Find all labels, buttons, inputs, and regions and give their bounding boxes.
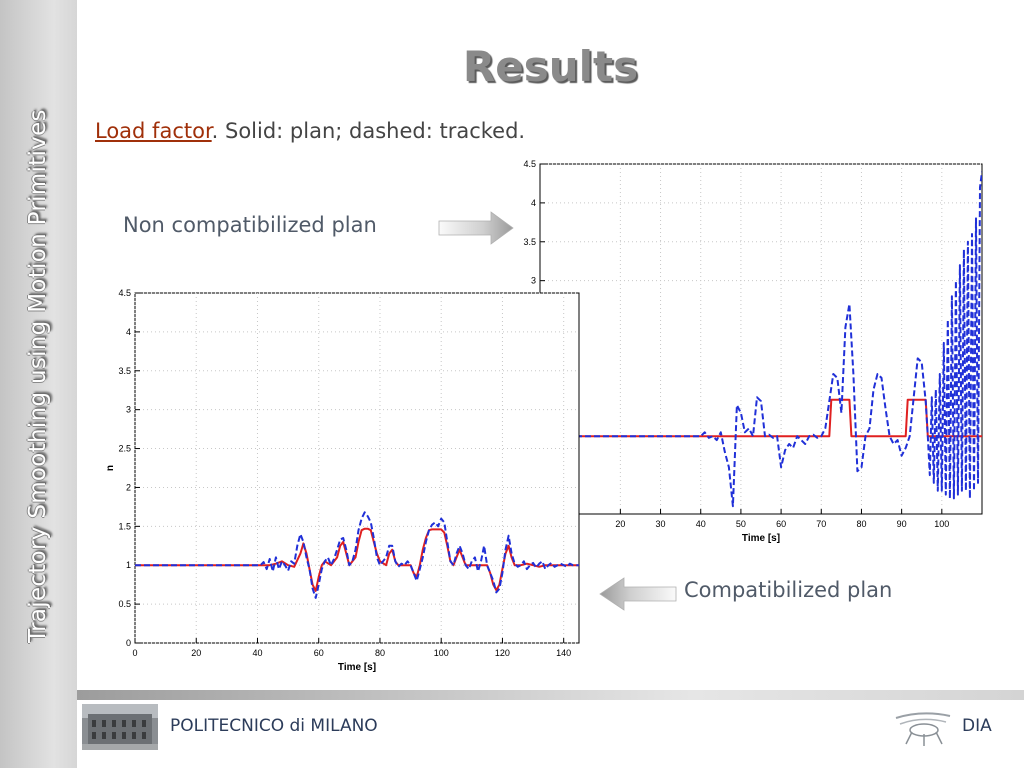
- tick-label-x: 90: [897, 519, 907, 529]
- tick-label-x: 60: [776, 519, 786, 529]
- tick-label-x: 20: [191, 648, 201, 658]
- tick-label-y: 2.5: [118, 444, 131, 454]
- tick-label-x: 0: [132, 648, 137, 658]
- tick-label-y: 0: [126, 638, 131, 648]
- sidebar-band: Trajectory Smoothing using Motion Primit…: [0, 0, 77, 768]
- presentation-title-vertical: Trajectory Smoothing using Motion Primit…: [25, 109, 51, 643]
- tick-label-x: 20: [615, 519, 625, 529]
- tick-label-y: 1: [126, 560, 131, 570]
- tick-label-y: 4: [531, 198, 536, 208]
- series-tracked-line: [540, 171, 982, 508]
- axis-label-x: Time [s]: [338, 662, 376, 673]
- tick-label-x: 100: [934, 519, 949, 529]
- tick-label-y: 3.5: [523, 237, 536, 247]
- series-plan-line: [135, 527, 579, 592]
- plot-area: [134, 292, 580, 644]
- arrow-left-icon: [599, 577, 677, 611]
- tick-label-x: 40: [252, 648, 262, 658]
- tick-label-x: 80: [856, 519, 866, 529]
- tick-label-y: 4.5: [118, 288, 131, 298]
- axis-label-x: Time [s]: [742, 533, 780, 543]
- tick-label-x: 30: [656, 519, 666, 529]
- chart-non-compatibilized: 20 30 40 50 60 70 80 90 100 3 3.5 4 4.5 Time [s]: [523, 159, 983, 543]
- plot-area: [539, 163, 983, 515]
- tick-label-x: 50: [736, 519, 746, 529]
- tick-label-y: 4: [126, 327, 131, 337]
- subtitle-accent: Load factor: [95, 119, 212, 143]
- tick-label-y: 2: [126, 482, 131, 492]
- footer-institution: POLITECNICO di MILANO: [170, 716, 378, 736]
- grid: [540, 163, 982, 514]
- tick-label-y: 3.5: [118, 366, 131, 376]
- slide-subtitle: Load factor. Solid: plan; dashed: tracke…: [95, 119, 525, 143]
- arrow-right-icon: [438, 211, 514, 245]
- subtitle-rest: . Solid: plan; dashed: tracked.: [211, 119, 526, 143]
- tick-label-x: 70: [816, 519, 826, 529]
- tick-label-y: 3: [126, 405, 131, 415]
- footer-department: DIA: [962, 716, 992, 736]
- tick-label-y: 0.5: [118, 599, 131, 609]
- tick-label-y: 3: [531, 276, 536, 286]
- tick-label-y: 4.5: [523, 159, 536, 169]
- series-tracked-line: [135, 511, 579, 599]
- tick-label-x: 60: [314, 648, 324, 658]
- chart-compatibilized: 0 20 40 60 80 100 120 140 0 0.5 1 1.5 2 2.5 3 3.5 4 4.5 Ti…: [105, 288, 580, 673]
- axis-label-y: n: [105, 465, 116, 471]
- tick-label-x: 120: [495, 648, 510, 658]
- footer-bar: [77, 690, 1024, 700]
- callout-non-compatibilized: Non compatibilized plan: [123, 213, 377, 237]
- tick-label-x: 100: [434, 648, 449, 658]
- tick-label-x: 140: [556, 648, 571, 658]
- building-photo-icon: [82, 704, 158, 750]
- callout-compatibilized: Compatibilized plan: [684, 578, 893, 602]
- helicopter-logo-icon: [895, 712, 951, 746]
- slide-title: Results: [462, 42, 639, 91]
- tick-label-x: 40: [696, 519, 706, 529]
- tick-label-y: 1.5: [118, 521, 131, 531]
- tick-label-x: 80: [375, 648, 385, 658]
